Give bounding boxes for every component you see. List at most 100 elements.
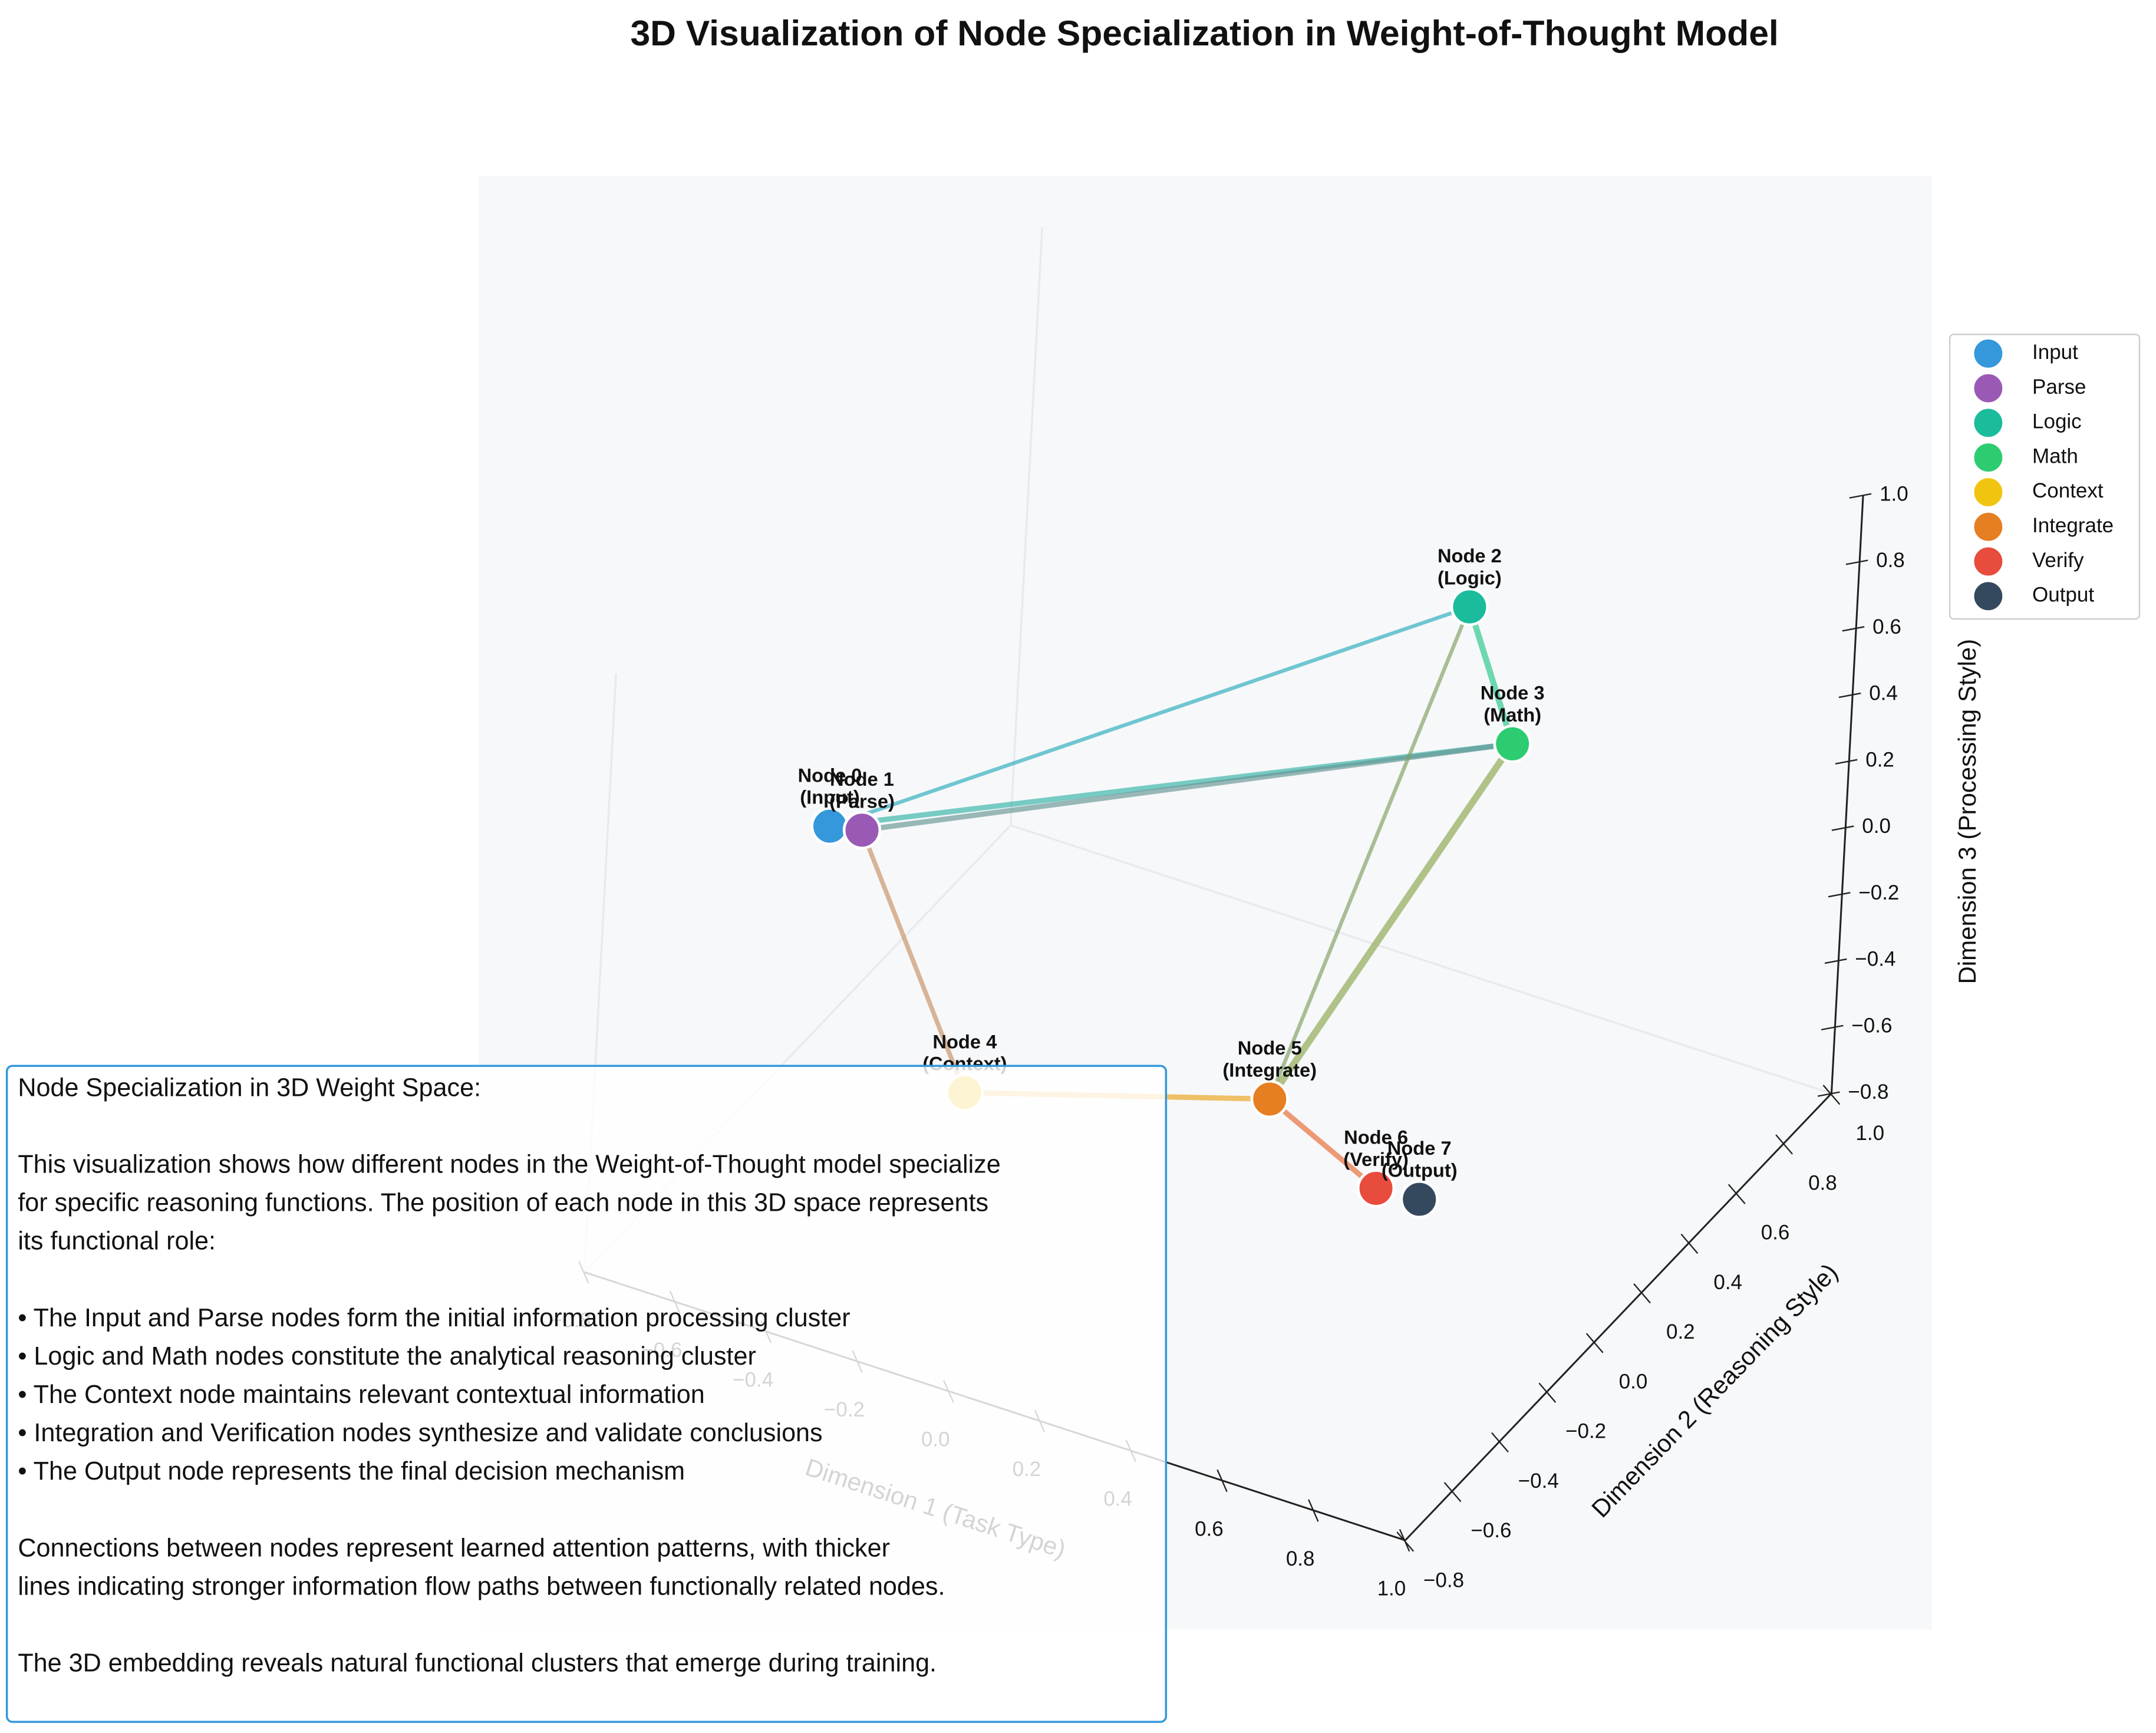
- node-point: [1493, 724, 1532, 763]
- annotation-text: • The Input and Parse nodes form the ini…: [18, 1304, 850, 1332]
- z-tick: [1817, 1091, 1840, 1097]
- z-tick-label: 0.6: [1873, 615, 1901, 638]
- edge: [859, 741, 1515, 833]
- legend-label: Verify: [2032, 549, 2084, 572]
- z-tick-label: 1.0: [1880, 482, 1908, 505]
- node-label: (Integrate): [1222, 1059, 1317, 1080]
- y-tick: [1633, 1283, 1651, 1304]
- z-tick-label: 0.4: [1869, 682, 1898, 705]
- annotation-text: The 3D embedding reveals natural functio…: [18, 1649, 937, 1678]
- node-point: [842, 811, 882, 850]
- node-label: Node 5: [1238, 1037, 1302, 1059]
- node-label: (Verify): [1343, 1148, 1409, 1170]
- legend-label: Math: [2032, 444, 2078, 467]
- annotation-box: [5, 1065, 1168, 1723]
- node-label: Node 1: [830, 768, 894, 790]
- node-label: (Logic): [1438, 567, 1502, 589]
- legend-label: Context: [2032, 479, 2104, 502]
- legend-marker: [1972, 337, 2005, 370]
- z-tick-label: 0.8: [1876, 549, 1905, 572]
- chart-title: 3D Visualization of Node Specialization …: [630, 13, 1778, 53]
- y-tick: [1680, 1233, 1699, 1254]
- node-point: [1250, 1079, 1289, 1119]
- legend-marker: [1972, 406, 2005, 439]
- y-tick: [1491, 1432, 1509, 1453]
- node-label: (Output): [1382, 1159, 1458, 1181]
- node-label: (Input): [800, 786, 860, 808]
- y-tick: [1443, 1482, 1462, 1503]
- z-tick-label: 0.0: [1862, 815, 1891, 838]
- legend-marker: [1972, 476, 2005, 509]
- y-tick-label: 1.0: [1855, 1122, 1884, 1145]
- z-tick: [1838, 692, 1861, 699]
- node-point: [1400, 1180, 1439, 1219]
- z-tick: [1831, 825, 1854, 831]
- pane-edge: [1009, 227, 1044, 826]
- axis-line: [1405, 1092, 1832, 1541]
- y-tick-label: 0.2: [1666, 1320, 1695, 1343]
- legend-label: Output: [2032, 584, 2094, 607]
- annotation-text: Node Specialization in 3D Weight Space:: [18, 1073, 481, 1102]
- node-point: [1450, 587, 1489, 627]
- z-tick: [1824, 958, 1847, 964]
- z-tick: [1828, 892, 1851, 898]
- annotation-text: • The Output node represents the final d…: [18, 1457, 685, 1485]
- y-tick-label: −0.2: [1565, 1420, 1606, 1443]
- edge: [859, 828, 967, 1095]
- annotation-text: lines indicating stronger information fl…: [18, 1572, 945, 1600]
- z-tick: [1821, 1024, 1844, 1030]
- z-tick: [1849, 493, 1872, 499]
- node-label: Node 3: [1481, 682, 1545, 704]
- z-tick-label: −0.2: [1858, 881, 1899, 904]
- y-tick: [1585, 1333, 1604, 1353]
- annotation-text: • Logic and Math nodes constitute the an…: [18, 1342, 756, 1370]
- y-tick: [1775, 1134, 1793, 1155]
- node-label: Node 6: [1344, 1126, 1408, 1148]
- annotation-text: • Integration and Verification nodes syn…: [18, 1419, 822, 1447]
- legend-marker: [1972, 441, 2005, 474]
- x-tick-label: 1.0: [1377, 1577, 1406, 1600]
- y-tick-label: −0.8: [1423, 1569, 1464, 1592]
- node-point: [1356, 1169, 1396, 1208]
- z-axis-label: Dimension 3 (Processing Style): [1953, 639, 1981, 984]
- x-tick-label: 0.8: [1286, 1547, 1315, 1570]
- z-tick-label: −0.8: [1848, 1080, 1888, 1103]
- node-label: Node 2: [1438, 545, 1502, 566]
- z-tick: [1835, 759, 1858, 765]
- y-tick-label: −0.6: [1471, 1519, 1511, 1542]
- y-tick-label: 0.8: [1808, 1171, 1837, 1194]
- x-tick: [1217, 1469, 1228, 1493]
- legend-label: Input: [2032, 341, 2078, 364]
- pane-edge: [1010, 824, 1832, 1095]
- node-label: Node 4: [932, 1030, 997, 1052]
- y-tick-label: 0.4: [1713, 1271, 1742, 1294]
- node-point: [810, 806, 849, 846]
- x-tick-label: 0.6: [1195, 1517, 1224, 1540]
- annotation-text: for specific reasoning functions. The po…: [18, 1189, 988, 1217]
- edge: [1268, 605, 1472, 1101]
- z-tick-label: 0.2: [1865, 748, 1894, 771]
- annotation-text: • The Context node maintains relevant co…: [18, 1381, 704, 1409]
- z-tick-label: −0.4: [1855, 948, 1895, 971]
- annotation-text: its functional role:: [18, 1227, 216, 1256]
- z-tick-label: −0.6: [1851, 1014, 1892, 1037]
- node-label: Node 7: [1387, 1137, 1452, 1159]
- legend-label: Parse: [2032, 375, 2086, 398]
- y-tick: [1728, 1184, 1746, 1204]
- annotation-text: This visualization shows how different n…: [18, 1151, 1000, 1179]
- y-tick-label: 0.6: [1761, 1221, 1790, 1244]
- legend-marker: [1972, 545, 2005, 578]
- edge: [1267, 1096, 1379, 1191]
- edge: [1466, 604, 1516, 747]
- y-tick: [1822, 1085, 1841, 1105]
- y-tick-label: −0.4: [1518, 1470, 1559, 1493]
- legend-label: Logic: [2032, 410, 2082, 433]
- y-tick: [1396, 1531, 1415, 1552]
- legend-marker: [1972, 372, 2005, 405]
- z-tick: [1842, 626, 1865, 632]
- legend-box: [1949, 333, 2141, 620]
- y-tick-label: 0.0: [1619, 1370, 1648, 1393]
- legend-label: Integrate: [2032, 514, 2114, 537]
- legend-marker: [1972, 579, 2005, 612]
